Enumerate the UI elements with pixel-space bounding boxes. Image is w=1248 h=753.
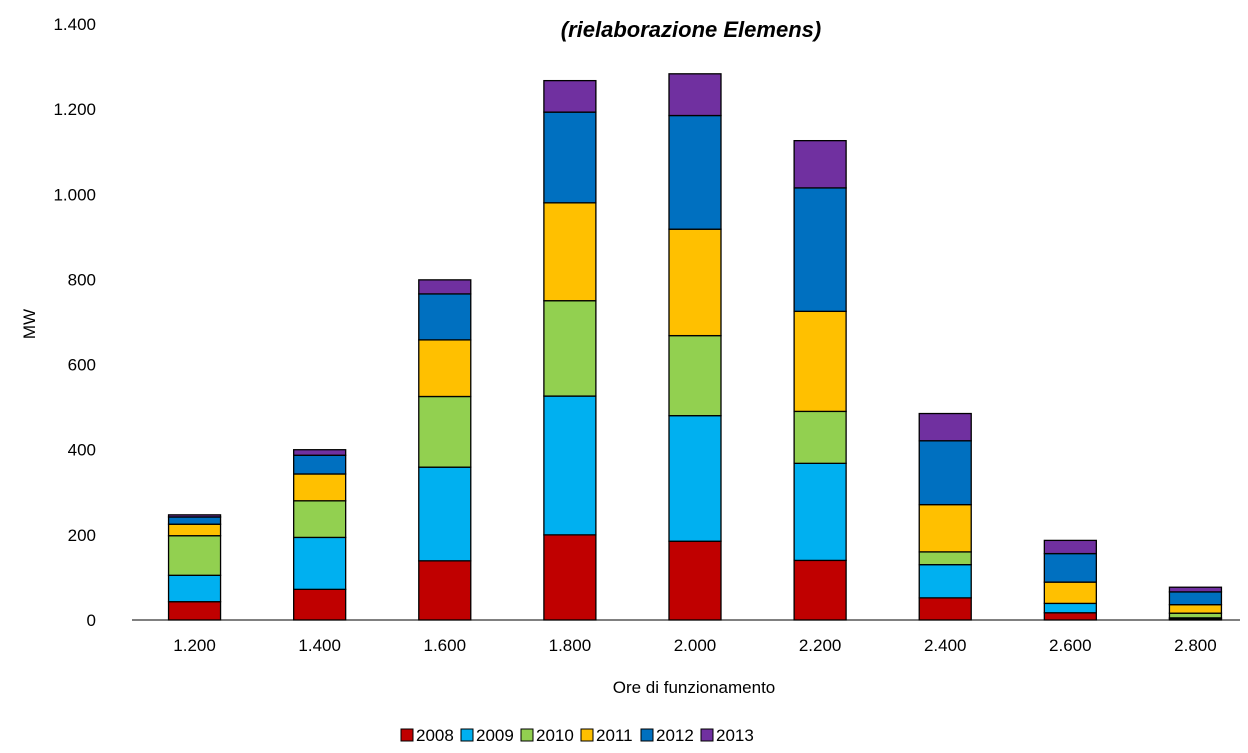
y-axis-ticks: 0 200 400 600 800 1.000 1.200 1.400 [53, 15, 96, 630]
x-tick-label: 2.400 [924, 636, 967, 655]
bar-segment-2008 [668, 540, 722, 621]
bar-segment-2012 [793, 187, 847, 313]
y-axis-label: MW [20, 309, 39, 339]
bar-segment-2011 [918, 503, 972, 553]
bar-segment-2008 [918, 597, 972, 621]
bar-segment-2008 [418, 560, 472, 621]
bar-segment-2013 [918, 412, 972, 442]
y-tick-label: 1.200 [53, 100, 96, 119]
bar-segment-2012 [167, 516, 222, 525]
bar-segment-2011 [1168, 604, 1223, 614]
bar-segment-2012 [668, 114, 722, 230]
bar-segment-2010 [793, 410, 847, 464]
bar-segment-2013 [1168, 586, 1223, 593]
bar-segment-2012 [918, 440, 972, 506]
bar-segment-2010 [167, 535, 222, 576]
bar-segment-2009 [1043, 602, 1097, 614]
legend-swatch-2008 [400, 728, 414, 742]
y-tick-label: 1.000 [53, 185, 96, 204]
y-tick-label: 600 [68, 356, 96, 375]
bar-segment-2009 [418, 466, 472, 562]
bar-segment-2010 [293, 500, 347, 539]
bar-segment-2011 [418, 339, 472, 398]
bar-segment-2009 [167, 574, 222, 603]
bar-segment-2009 [918, 564, 972, 599]
x-axis-ticks: 1.200 1.400 1.600 1.800 2.000 2.200 2.400 2.600… [173, 636, 1216, 655]
legend-swatch-2010 [520, 728, 534, 742]
bar-segment-2008 [1043, 612, 1097, 621]
x-axis-label: Ore di funzionamento [613, 678, 776, 697]
bar-segment-2011 [793, 310, 847, 413]
bar-segment-2012 [1043, 552, 1097, 583]
bar-segment-2008 [793, 559, 847, 621]
x-tick-label: 2.200 [799, 636, 842, 655]
y-tick-label: 200 [68, 526, 96, 545]
x-tick-label: 1.200 [173, 636, 216, 655]
bar-segment-2013 [167, 514, 222, 518]
x-tick-label: 2.600 [1049, 636, 1092, 655]
bar-segment-2011 [293, 473, 347, 502]
x-tick-label: 1.800 [549, 636, 592, 655]
bar-segment-2012 [293, 454, 347, 475]
bar-segment-2011 [543, 202, 597, 302]
x-tick-label: 1.600 [424, 636, 467, 655]
legend-swatch-2012 [640, 728, 654, 742]
bar-segment-2012 [543, 111, 597, 204]
bar-segment-2011 [167, 523, 222, 537]
x-tick-label: 1.400 [298, 636, 341, 655]
bar-segment-2008 [167, 601, 222, 621]
bar-segment-2010 [418, 395, 472, 468]
x-tick-label: 2.000 [674, 636, 717, 655]
bar-segment-2012 [1168, 591, 1223, 606]
legend-label-2013: 2013 [716, 726, 754, 745]
bar-segment-2013 [543, 79, 597, 113]
bar-segment-2013 [793, 139, 847, 189]
bar-segment-2009 [793, 462, 847, 562]
chart-title-line-2: (rielaborazione Elemens) [561, 17, 821, 42]
bar-segment-2008 [543, 534, 597, 621]
bar-segment-2013 [293, 449, 347, 456]
bar-segment-2011 [1043, 581, 1097, 605]
legend-swatch-2009 [460, 728, 474, 742]
legend-label-2011: 2011 [596, 726, 633, 745]
legend-label-2009: 2009 [476, 726, 514, 745]
y-tick-label: 800 [68, 270, 96, 289]
bar-segment-2011 [668, 228, 722, 337]
legend-label-2008: 2008 [416, 726, 454, 745]
bar-segment-2008 [293, 588, 347, 621]
y-tick-label: 1.400 [53, 15, 96, 34]
bar-segment-2010 [543, 300, 597, 397]
bar-segment-2009 [543, 395, 597, 536]
legend-swatch-2013 [700, 728, 714, 742]
bar-segment-2013 [418, 279, 472, 295]
bar-segment-2009 [668, 415, 722, 542]
x-tick-label: 2.800 [1174, 636, 1217, 655]
bar-segment-2013 [1043, 539, 1097, 555]
legend-label-2012: 2012 [656, 726, 694, 745]
bars-group [167, 73, 1223, 621]
bar-segment-2010 [1168, 612, 1223, 619]
legend-swatch-2011 [580, 728, 594, 742]
legend-label-2010: 2010 [536, 726, 574, 745]
bar-segment-2010 [918, 551, 972, 566]
bar-segment-2012 [418, 293, 472, 341]
y-tick-label: 400 [68, 441, 96, 460]
bar-segment-2009 [293, 536, 347, 590]
legend: 2008 2009 2010 2011 2012 2013 [400, 726, 754, 745]
bar-segment-2010 [668, 334, 722, 417]
y-tick-label: 0 [87, 611, 96, 630]
bar-segment-2013 [668, 73, 722, 117]
